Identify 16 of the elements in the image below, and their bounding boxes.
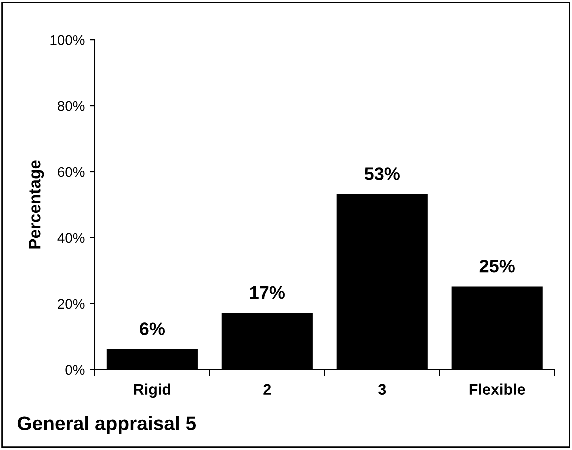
text: General appraisal 5 bbox=[18, 416, 196, 434]
x-tick-label: Rigid bbox=[134, 384, 171, 398]
y-axis-title: Percentage bbox=[29, 160, 44, 249]
x-tick-label: 3 bbox=[378, 384, 386, 396]
y-tick-label: 0% bbox=[66, 365, 85, 376]
data-label: 6% bbox=[140, 322, 166, 336]
y-tick-label: 60% bbox=[58, 167, 85, 178]
x-tick-label: Flexible bbox=[470, 384, 526, 396]
y-tick-label: 80% bbox=[58, 101, 85, 112]
x-tick-label: 2 bbox=[264, 384, 272, 395]
data-label: 17% bbox=[250, 286, 286, 300]
y-tick-label: 100% bbox=[50, 35, 85, 46]
data-label: 53% bbox=[364, 168, 400, 180]
y-tick-label: 20% bbox=[58, 299, 85, 310]
y-tick-label: 40% bbox=[58, 233, 85, 244]
data-label: 25% bbox=[480, 260, 515, 273]
